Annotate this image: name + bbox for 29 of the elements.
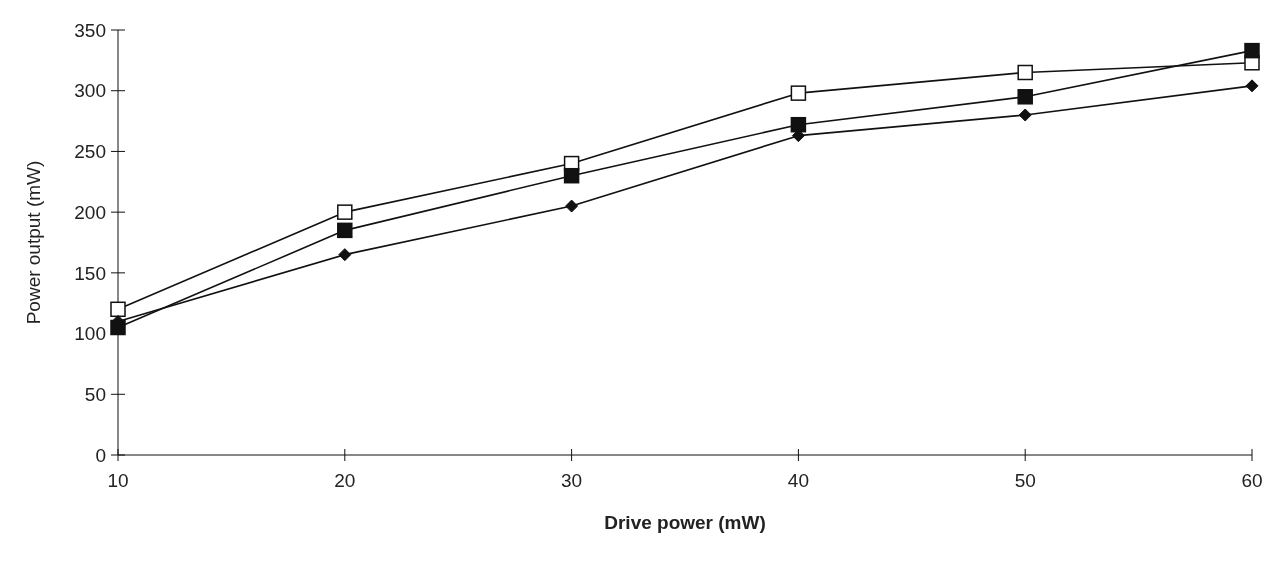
point	[337, 222, 353, 239]
x-axis-title: Drive power (mW)	[604, 512, 766, 533]
point	[563, 167, 580, 184]
point	[1244, 42, 1260, 59]
point	[790, 116, 807, 133]
point	[110, 301, 126, 318]
y-tick-label: 50	[84, 383, 106, 405]
point	[1017, 64, 1033, 81]
y-tick-label: 200	[74, 201, 106, 223]
y-axis-title: Power output (mW)	[23, 160, 44, 325]
point	[565, 199, 579, 213]
point	[337, 204, 353, 220]
point	[1017, 89, 1033, 105]
y-tick-label: 150	[74, 262, 106, 284]
x-tick-label: 60	[1241, 470, 1263, 491]
y-tick-label: 300	[74, 80, 106, 102]
point	[790, 85, 807, 101]
x-tick-label: 30	[561, 470, 583, 491]
point	[1245, 79, 1259, 93]
y-tick-label: 100	[74, 323, 106, 345]
x-tick-label: 40	[787, 470, 809, 491]
x-tick-label: 10	[107, 470, 129, 491]
y-tick-label: 250	[74, 141, 106, 163]
y-tick-label: 350	[74, 19, 106, 41]
x-tick-label: 20	[334, 470, 356, 491]
y-tick-label: 0	[95, 444, 106, 466]
point	[1018, 108, 1032, 122]
x-tick-label: 50	[1014, 470, 1036, 491]
point	[338, 248, 352, 262]
